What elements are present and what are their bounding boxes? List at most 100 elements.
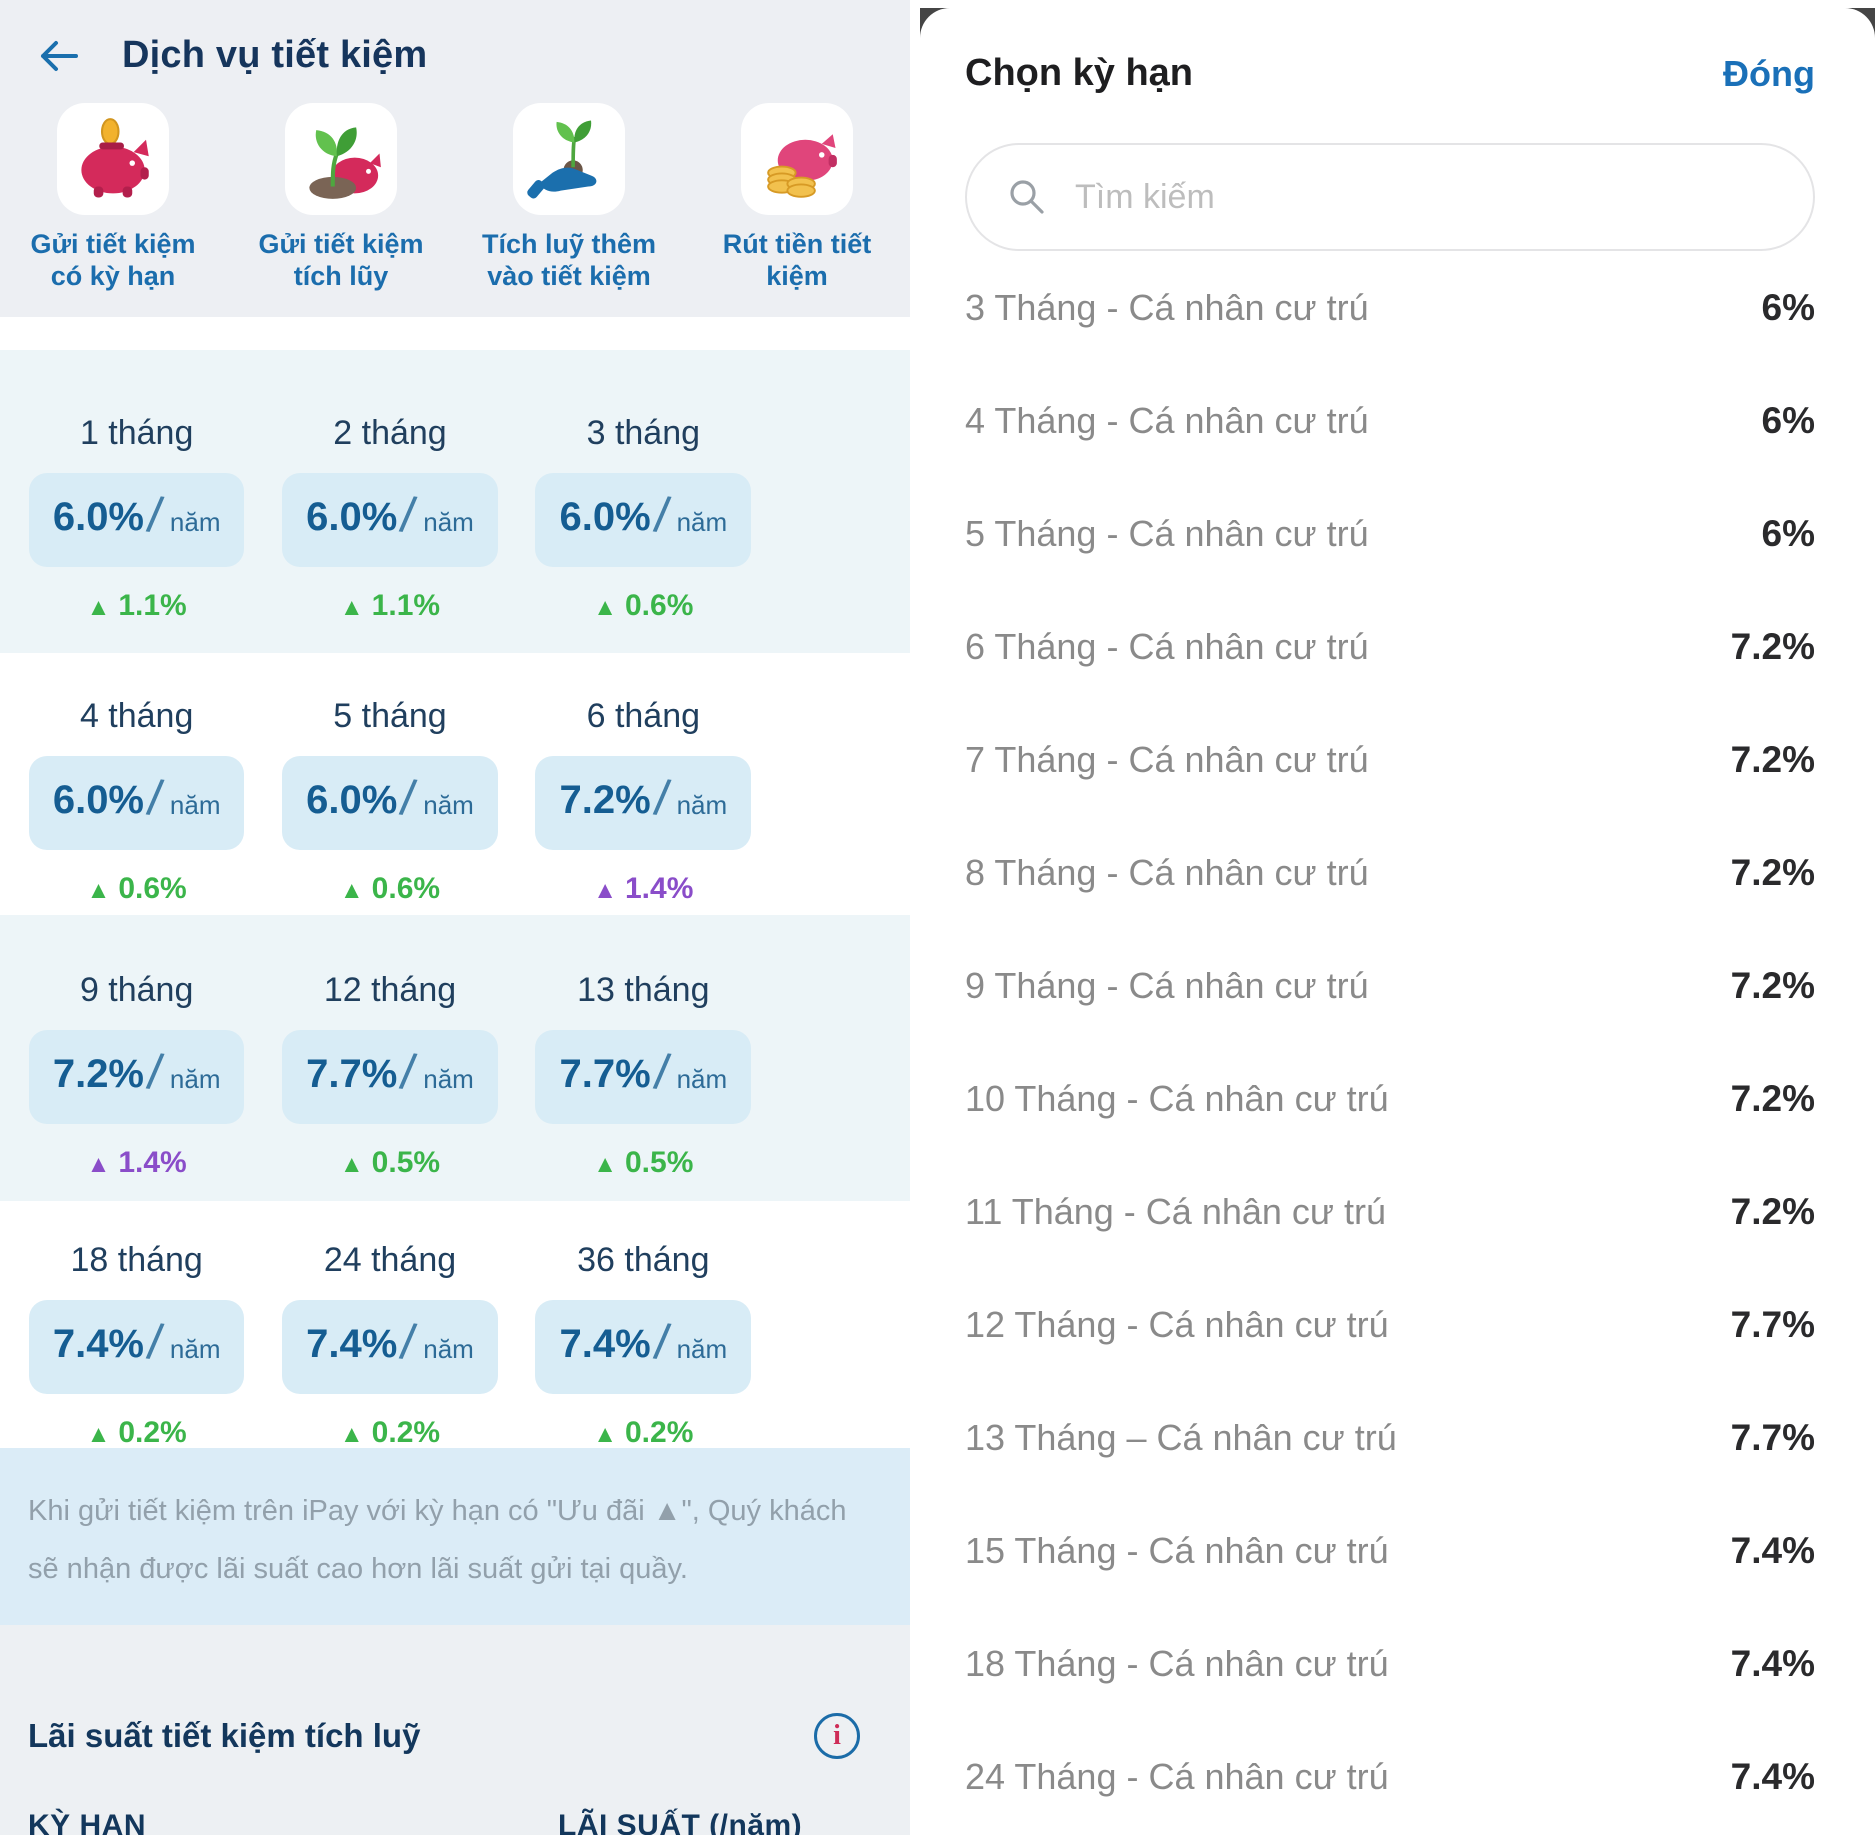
- rate-delta: ▲ 0.5%: [339, 1145, 441, 1179]
- triangle-up-icon: ▲: [86, 593, 111, 621]
- rate-value: 7.4%: [52, 1322, 144, 1367]
- rate-cell: 13 tháng 7.7% / năm ▲ 0.5%: [517, 971, 770, 1201]
- service-label: Rút tiền tiết kiệm: [722, 229, 872, 291]
- rate-term: 24 tháng: [323, 1240, 457, 1279]
- savings-services-panel: Dịch vụ tiết kiệm Gửi tiết kiệm có kỳ hạ…: [0, 0, 910, 1835]
- rate-chip: 7.2% / năm: [535, 755, 752, 850]
- triangle-up-icon: ▲: [593, 593, 617, 621]
- rate-cell: 4 tháng 6.0% / năm ▲ 0.6%: [10, 697, 263, 915]
- services-section: Dịch vụ tiết kiệm Gửi tiết kiệm có kỳ hạ…: [0, 0, 910, 317]
- rate-term: 4 tháng: [79, 696, 194, 735]
- rate-value: 7.2%: [52, 1052, 144, 1097]
- term-option-rate: 7.2%: [1730, 964, 1815, 1006]
- back-arrow-icon[interactable]: [36, 38, 80, 74]
- term-option[interactable]: 6 Tháng - Cá nhân cư trú 7.2%: [965, 590, 1815, 703]
- triangle-up-icon: ▲: [339, 593, 364, 621]
- services-row: Gửi tiết kiệm có kỳ hạn Gửi tiết kiệm tíc…: [0, 103, 910, 293]
- rate-delta: ▲ 0.2%: [339, 1415, 441, 1449]
- close-button[interactable]: Đóng: [1723, 52, 1815, 94]
- rate-unit: năm: [423, 790, 474, 821]
- term-option-label: 4 Tháng - Cá nhân cư trú: [965, 399, 1369, 441]
- term-option-label: 6 Tháng - Cá nhân cư trú: [965, 625, 1369, 667]
- term-option[interactable]: 5 Tháng - Cá nhân cư trú 6%: [965, 477, 1815, 590]
- term-option-rate: 7.7%: [1730, 1303, 1815, 1345]
- term-option[interactable]: 3 Tháng - Cá nhân cư trú 6%: [965, 251, 1815, 364]
- triangle-up-icon: ▲: [339, 876, 364, 904]
- promo-note-section: Khi gửi tiết kiệm trên iPay với kỳ hạn c…: [0, 1447, 910, 1625]
- rate-delta: ▲ 0.2%: [593, 1415, 694, 1449]
- term-option-label: 3 Tháng - Cá nhân cư trú: [965, 286, 1369, 328]
- page-title: Dịch vụ tiết kiệm: [122, 34, 428, 76]
- term-option[interactable]: 4 Tháng - Cá nhân cư trú 6%: [965, 364, 1815, 477]
- term-option[interactable]: 13 Tháng – Cá nhân cư trú 7.7%: [965, 1381, 1815, 1494]
- rate-cell: 24 tháng 7.4% / năm ▲ 0.2%: [263, 1241, 516, 1450]
- rate-delta: ▲ 0.6%: [339, 871, 441, 905]
- service-item[interactable]: Gửi tiết kiệm tích lũy: [236, 103, 446, 293]
- rate-cell: 1 tháng 6.0% / năm ▲ 1.1%: [10, 414, 263, 653]
- term-options-list: 3 Tháng - Cá nhân cư trú 6% 4 Tháng - Cá n…: [920, 251, 1875, 1833]
- rate-chip: 7.4% / năm: [282, 1299, 498, 1394]
- rate-cell: 6 tháng 7.2% / năm ▲ 1.4%: [517, 697, 770, 915]
- term-option[interactable]: 12 Tháng - Cá nhân cư trú 7.7%: [965, 1268, 1815, 1381]
- rate-term: 3 tháng: [586, 413, 701, 452]
- term-option[interactable]: 7 Tháng - Cá nhân cư trú 7.2%: [965, 703, 1815, 816]
- term-option-label: 7 Tháng - Cá nhân cư trú: [965, 738, 1369, 780]
- rate-term: 1 tháng: [79, 413, 194, 452]
- term-option[interactable]: 10 Tháng - Cá nhân cư trú 7.2%: [965, 1042, 1815, 1155]
- term-option-label: 15 Tháng - Cá nhân cư trú: [965, 1529, 1389, 1571]
- term-picker-panel: Chọn kỳ hạn Đóng 3 Tháng - Cá nhân cư tr…: [920, 0, 1875, 1835]
- service-label: Gửi tiết kiệm có kỳ hạn: [30, 229, 196, 291]
- term-option[interactable]: 15 Tháng - Cá nhân cư trú 7.4%: [965, 1494, 1815, 1607]
- table-header-term: KỲ HẠN: [28, 1809, 147, 1835]
- rate-unit: năm: [676, 1064, 728, 1095]
- rate-row: 4 tháng 6.0% / năm ▲ 0.6% 5 tháng 6.0% / năm ▲ 0.6%…: [0, 653, 770, 915]
- rate-unit: năm: [676, 1334, 728, 1365]
- rate-chip: 7.7% / năm: [282, 1029, 498, 1124]
- rate-chip: 7.2% / năm: [28, 1029, 245, 1124]
- rate-term: 18 tháng: [70, 1240, 203, 1279]
- term-option-rate: 7.4%: [1730, 1529, 1815, 1571]
- piggy-bank-sprout-icon: [285, 103, 397, 215]
- sheet-title: Chọn kỳ hạn: [965, 52, 1194, 94]
- rate-value: 7.4%: [306, 1322, 398, 1367]
- term-option-label: 11 Tháng - Cá nhân cư trú: [965, 1190, 1387, 1232]
- piggy-bank-coins-icon: [741, 103, 853, 215]
- rate-term: 12 tháng: [323, 970, 457, 1009]
- rate-cell: 12 tháng 7.7% / năm ▲ 0.5%: [263, 971, 516, 1201]
- service-label: Tích luỹ thêm vào tiết kiệm: [481, 229, 657, 291]
- rate-term: 13 tháng: [577, 970, 710, 1009]
- service-item[interactable]: Gửi tiết kiệm có kỳ hạn: [8, 103, 218, 293]
- rate-delta: ▲ 0.2%: [86, 1415, 187, 1449]
- rate-cell: 18 tháng 7.4% / năm ▲ 0.2%: [10, 1241, 263, 1450]
- rate-unit: năm: [676, 507, 728, 538]
- rate-value: 6.0%: [52, 778, 144, 823]
- rate-delta: ▲ 1.1%: [86, 588, 187, 622]
- rate-delta: ▲ 0.6%: [593, 588, 694, 622]
- page-header: Dịch vụ tiết kiệm: [0, 26, 910, 103]
- rate-chip: 6.0% / năm: [282, 472, 498, 567]
- term-option[interactable]: 18 Tháng - Cá nhân cư trú 7.4%: [965, 1607, 1815, 1720]
- rate-unit: năm: [676, 790, 728, 821]
- term-option-rate: 6%: [1761, 286, 1815, 328]
- triangle-up-icon: ▲: [86, 1420, 111, 1448]
- search-input[interactable]: [1075, 177, 1783, 217]
- triangle-up-icon: ▲: [593, 1150, 617, 1178]
- term-option-rate: 7.2%: [1730, 738, 1815, 780]
- rates-grid: 1 tháng 6.0% / năm ▲ 1.1% 2 tháng 6.0% / năm ▲ 1.1%…: [0, 349, 910, 1450]
- rate-value: 7.7%: [306, 1052, 398, 1097]
- rate-unit: năm: [169, 507, 221, 538]
- service-item[interactable]: Tích luỹ thêm vào tiết kiệm: [464, 103, 674, 293]
- term-option-rate: 7.2%: [1730, 625, 1815, 667]
- triangle-up-icon: ▲: [593, 876, 617, 904]
- term-option[interactable]: 8 Tháng - Cá nhân cư trú 7.2%: [965, 816, 1815, 929]
- rate-row: 18 tháng 7.4% / năm ▲ 0.2% 24 tháng 7.4% / năm ▲ 0.…: [0, 1201, 770, 1450]
- rate-delta: ▲ 1.1%: [339, 588, 441, 622]
- search-box[interactable]: [965, 143, 1815, 251]
- info-icon[interactable]: i: [814, 1712, 860, 1759]
- term-option[interactable]: 24 Tháng - Cá nhân cư trú 7.4%: [965, 1720, 1815, 1833]
- term-option[interactable]: 9 Tháng - Cá nhân cư trú 7.2%: [965, 929, 1815, 1042]
- term-option[interactable]: 11 Tháng - Cá nhân cư trú 7.2%: [965, 1155, 1815, 1268]
- service-label: Gửi tiết kiệm tích lũy: [258, 229, 424, 291]
- rate-delta: ▲ 0.6%: [86, 871, 187, 905]
- service-item[interactable]: Rút tiền tiết kiệm: [692, 103, 902, 293]
